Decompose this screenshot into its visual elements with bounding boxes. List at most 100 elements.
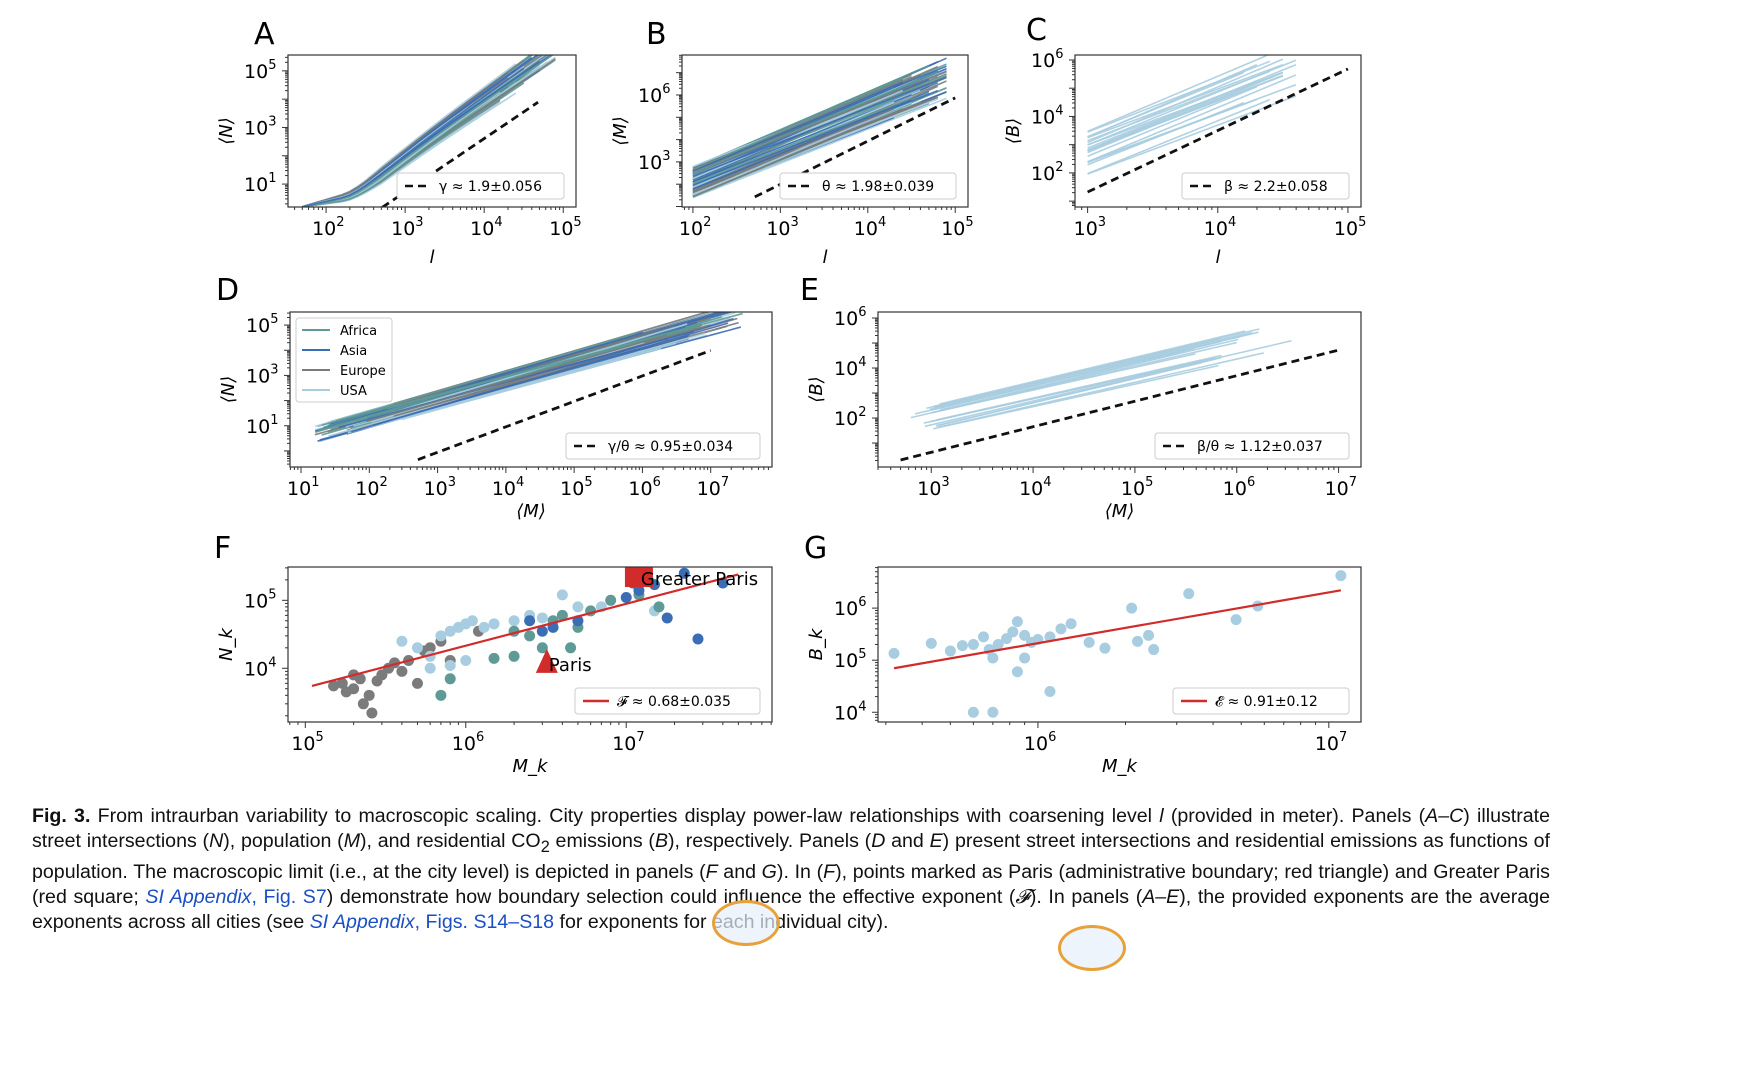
data-point-europe [366,707,378,719]
city-line-usa [389,342,677,422]
caption-text: D [871,830,886,852]
caption-text: ). In panels ( [1029,885,1143,908]
data-point-usa [508,615,520,627]
data-point-europe [411,677,423,689]
si-figure-link[interactable]: , Fig. S7 [251,885,327,908]
data-point-usa [444,625,456,637]
y-axis-label: ⟨N⟩ [218,376,239,404]
caption-text: M [343,830,361,852]
y-tick-label: 104 [1031,103,1063,128]
data-point-usa [967,706,979,718]
fit-legend [779,172,957,200]
data-point-usa [967,639,979,651]
caption-text: A–E [1142,885,1180,908]
y-tick-label: 105 [244,587,276,612]
x-tick-label: 104 [492,475,524,500]
panel-C: C 103 104 105 102 104 106 l ⟨B⟩ β ≈ 2.2±0.058 [1003,13,1366,268]
city-line-europe [692,77,930,175]
data-point-africa [565,642,577,654]
fit-legend-label: β/θ ≈ 1.12±0.037 [1197,439,1323,455]
x-tick-label: 103 [391,215,423,240]
caption-text: ), the provided exponents are the averag… [32,885,1550,933]
y-tick-label: 102 [834,405,866,430]
y-tick-label: 105 [244,58,276,83]
data-point-usa [444,659,456,671]
y-axis-label: ⟨M⟩ [610,116,631,146]
caption-text: ), respectively. Panels ( [668,830,872,852]
y-axis-label: ⟨N⟩ [216,117,237,145]
data-point-usa [1019,652,1031,664]
fit-legend-label: 𝓔 ≈ 0.91±0.12 [1215,694,1318,710]
data-point-europe [363,689,375,701]
x-tick-label: 101 [287,475,319,500]
data-point-europe [371,675,383,687]
caption-text: ), points marked as Paris (administrativ… [32,860,1550,908]
annotation-label: Paris [549,655,592,676]
city-line-usa [932,338,1239,414]
data-point-usa [478,621,490,633]
city-line-africa [302,82,525,207]
data-point-usa [411,642,423,654]
data-point-europe [357,698,369,710]
y-tick-label: 105 [246,312,278,337]
watermark-logo [1058,925,1126,971]
data-point-usa [1143,629,1155,641]
city-line-europe [302,59,525,207]
data-point-usa [1183,588,1195,600]
si-appendix-link[interactable]: SI Appendix [145,885,252,908]
caption-text: E [929,830,943,852]
data-point-usa [987,706,999,718]
x-tick-label: 107 [697,475,729,500]
data-point-europe [340,686,352,698]
si-figure-link[interactable]: , Figs. S14–S18 [414,910,555,933]
city-line-asia [302,67,525,207]
caption-text: A–C [1425,805,1464,827]
panel-D: D 101 102 103 104 105 106 107 101 103 105 ⟨M⟩ ⟨N⟩ γ/θ… [216,273,773,522]
y-tick-label: 105 [834,647,866,672]
figure-3: A 102 103 104 105 101 103 105 l ⟨N⟩ γ ≈ 1.9±0.056 B… [214,13,1366,777]
city-line-africa [387,312,743,410]
caption-text: N [209,830,224,852]
fit-legend-label: γ ≈ 1.9±0.056 [439,179,542,195]
fit-legend [396,172,565,200]
city-line-asia [338,330,694,429]
panel-letter: D [216,273,239,308]
city-line-europe [388,325,676,408]
y-tick-label: 106 [834,595,866,620]
city-line-asia [692,76,947,177]
data-point-usa [944,645,956,657]
si-appendix-link[interactable]: SI Appendix [309,910,415,933]
axes-frame [681,54,969,208]
y-tick-label: 103 [244,114,276,139]
x-tick-label: 103 [917,475,949,500]
data-point-europe [328,680,340,692]
x-axis-label: l [429,247,434,268]
caption-text: F [705,860,718,883]
caption-text: From intraurban variability to macroscop… [90,805,1160,827]
caption-text: (provided in meter). Panels ( [1163,805,1426,827]
y-tick-label: 103 [638,149,670,174]
data-point-usa [1148,644,1160,656]
city-line-usa [933,364,1219,430]
city-line-usa [933,328,1260,408]
city-line-usa [1087,86,1258,157]
data-point-africa [536,642,548,654]
data-point-usa [488,618,500,630]
data-point-usa [1007,626,1019,638]
panel-letter: G [804,531,827,566]
city-line-usa [1087,95,1297,175]
city-line-usa [1087,98,1271,175]
caption-text: ) present street intersections and resid… [32,830,1550,883]
x-tick-label: 106 [1024,730,1056,755]
city-line-africa [692,76,947,181]
y-axis-label: ⟨B⟩ [806,376,827,402]
city-line-europe [366,334,668,423]
fit-line [1087,67,1349,194]
x-tick-label: 107 [612,730,644,755]
city-line-usa [1087,71,1245,138]
x-tick-label: 106 [628,475,660,500]
x-tick-label: 103 [1074,215,1106,240]
data-point-usa [925,637,937,649]
x-tick-label: 104 [470,215,502,240]
axes-frame [287,566,773,723]
